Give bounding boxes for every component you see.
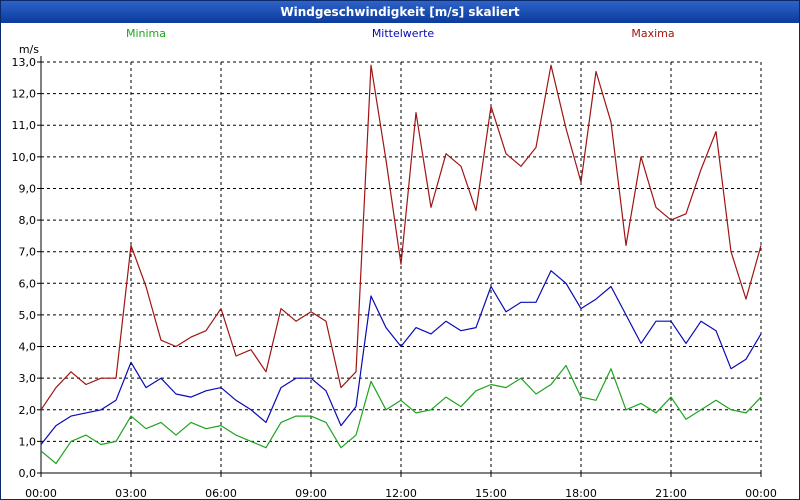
y-tick-label: 2,0 bbox=[19, 404, 37, 417]
series-line-maxima bbox=[40, 64, 762, 411]
x-tick-time-label: 09:00 bbox=[295, 487, 327, 499]
data-series bbox=[40, 64, 762, 465]
x-tick-time-label: 06:00 bbox=[205, 487, 237, 499]
y-tick-label: 8,0 bbox=[19, 214, 37, 227]
y-tick-label: 12,0 bbox=[12, 88, 37, 101]
x-tick-time-label: 03:00 bbox=[115, 487, 147, 499]
axes bbox=[37, 56, 762, 477]
window-title: Windgeschwindigkeit [m/s] skaliert bbox=[1, 1, 799, 23]
y-tick-label: 13,0 bbox=[12, 56, 37, 69]
y-tick-label: 5,0 bbox=[19, 309, 37, 322]
y-tick-label: 9,0 bbox=[19, 182, 37, 195]
wind-speed-chart: 0,0 1,0 2,0 3,0 4,0 5,0 6,0 7,0 8,0 9,0 10,0 11,0 12… bbox=[12, 27, 777, 499]
y-tick-label: 3,0 bbox=[19, 372, 37, 385]
y-tick-label: 6,0 bbox=[19, 277, 37, 290]
y-axis-label: m/s bbox=[19, 43, 39, 56]
y-tick-label: 4,0 bbox=[19, 341, 37, 354]
legend: Minima Mittelwerte Maxima bbox=[126, 27, 675, 40]
legend-maxima: Maxima bbox=[631, 27, 674, 40]
legend-minima: Minima bbox=[126, 27, 166, 40]
x-tick-time-label: 00:00 bbox=[745, 487, 777, 499]
y-tick-label: 11,0 bbox=[12, 119, 37, 132]
x-tick-time-label: 00:00 bbox=[25, 487, 57, 499]
y-tick-label: 10,0 bbox=[12, 151, 37, 164]
x-tick-time-label: 18:00 bbox=[565, 487, 597, 499]
series-line-mittelwerte bbox=[40, 270, 762, 445]
tick-labels: 0,0 1,0 2,0 3,0 4,0 5,0 6,0 7,0 8,0 9,0 10,0 11,0 12… bbox=[12, 43, 777, 499]
y-tick-label: 1,0 bbox=[19, 435, 37, 448]
grid bbox=[40, 61, 762, 474]
series-line-minima bbox=[40, 364, 762, 465]
x-tick-time-label: 12:00 bbox=[385, 487, 417, 499]
y-tick-label: 7,0 bbox=[19, 246, 37, 259]
x-tick-time-label: 15:00 bbox=[475, 487, 507, 499]
legend-mittelwerte: Mittelwerte bbox=[372, 27, 435, 40]
y-tick-label: 0,0 bbox=[19, 467, 37, 480]
x-tick-time-label: 21:00 bbox=[655, 487, 687, 499]
